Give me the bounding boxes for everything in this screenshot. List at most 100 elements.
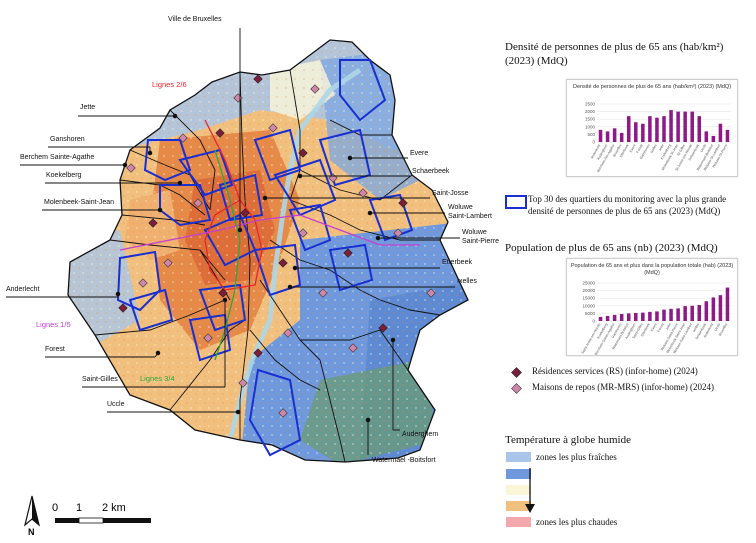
label-schaerbeek: Schaerbeek (412, 168, 450, 175)
metro-lines (119, 119, 420, 361)
density-bar (634, 122, 638, 142)
label-ganshoren: Ganshoren (50, 136, 85, 143)
label-woluwe-saint-pierre: Woluwe Saint-Pierre (462, 229, 499, 245)
population-bar (662, 309, 666, 321)
population-bar (634, 312, 638, 321)
density-xtick: Jette (658, 143, 665, 151)
population-bar (605, 315, 610, 321)
population-ytick: 15000 (582, 296, 595, 301)
population-bar (598, 316, 603, 321)
maisons-de-repos-markers (126, 84, 436, 418)
density-chart-svg: 25002000150010005000AnderlechtAuderghemB… (585, 102, 731, 173)
population-ytick: 0 (592, 319, 595, 324)
population-bar (704, 301, 709, 321)
label-woluwe-saint-lambert: Woluwe Saint-Lambert (448, 204, 492, 220)
population-xtick: Anderlecht (703, 322, 715, 338)
density-bar (704, 131, 709, 142)
label-ville-de-bruxelles: Ville de Bruxelles (168, 16, 222, 23)
top30-legend-label: Top 30 des quartiers du monitoring avec … (528, 194, 727, 216)
density-bar (676, 111, 680, 142)
label-auderghem: Auderghem (402, 431, 439, 438)
population-xtick: Bruxelles (718, 322, 729, 336)
population-chart-svg: 2500020000150001000050000Saint-Josse-ten… (581, 281, 731, 355)
density-bar (725, 129, 730, 142)
density-bar (683, 111, 687, 142)
density-xtick: Evere (629, 143, 637, 153)
scale-tick-2: 2 km (102, 502, 126, 514)
density-xtick: Ixelles (650, 143, 658, 154)
density-bar (662, 116, 666, 142)
label-etterbeek: Etterbeek (442, 259, 472, 266)
label-evere: Evere (410, 150, 429, 157)
density-bar (598, 129, 603, 142)
gradient-arrow-icon (525, 468, 535, 513)
density-ytick: 500 (587, 132, 595, 137)
top30-legend-swatch (505, 195, 527, 209)
population-xtick: Forest (657, 322, 665, 332)
population-xtick: Ganshoren (611, 322, 623, 339)
label-ixelles: Ixelles (457, 278, 477, 285)
population-bar (648, 311, 652, 321)
population-xtick: Uccle (714, 322, 722, 331)
region-boundary (67, 39, 469, 463)
density-bar (626, 116, 631, 142)
label-molenbeek-saint-jean: Molenbeek-Saint-Jean (44, 199, 115, 206)
label-anderlecht: Anderlecht (6, 286, 40, 293)
density-bar (619, 132, 624, 142)
density-chart: Densité de personnes de plus de 65 ans (… (566, 79, 738, 177)
density-chart-title: Densité de personnes de plus de 65 ans (… (572, 84, 732, 90)
population-chart-title: Population de 65 ans et plus dans la pop… (570, 263, 734, 276)
population-bar (641, 312, 645, 321)
label-metro-1-5: Lignes 1/5 (36, 320, 71, 329)
density-ytick: 2000 (585, 109, 596, 114)
label-jette: Jette (80, 104, 96, 111)
density-ytick: 2500 (585, 102, 596, 107)
density-bar (669, 110, 673, 142)
population-bar (725, 287, 730, 321)
label-saint-gilles: Saint-Gilles (82, 376, 118, 383)
scale-bar (55, 517, 151, 524)
density-xtick: St-Gilles (676, 143, 686, 156)
temp-swatch-2 (506, 469, 531, 479)
density-xtick: Uccle (699, 143, 707, 152)
population-xtick: Ixelles (692, 322, 700, 333)
density-xtick: Ganshoren (639, 143, 651, 160)
facilities-legend-icons (511, 367, 522, 394)
density-ytick: 0 (592, 140, 595, 145)
population-chart: Population de 65 ans et plus dans la pop… (566, 258, 738, 356)
population-bar (711, 297, 716, 321)
population-bar (669, 308, 673, 321)
density-bar (641, 123, 645, 142)
label-metro-3-4: Lignes 3/4 (140, 374, 175, 383)
population-bar (690, 305, 694, 321)
population-ytick: 5000 (585, 311, 596, 316)
population-xtick: Evere (650, 322, 658, 332)
temperature-legend-title: Température à globe humide (505, 434, 631, 446)
label-metro-2-6: Lignes 2/6 (152, 80, 187, 89)
label-watermael-boitsfort: Watermael -Boitsfort (372, 457, 436, 464)
population-xtick: Etterbeek (640, 322, 651, 337)
density-bar (690, 111, 694, 142)
population-section-title: Population de plus de 65 ans (nb) (2023)… (505, 242, 718, 254)
density-bar (612, 128, 617, 142)
population-bar (683, 306, 687, 321)
density-section-title: Densité de personnes de plus de 65 ans (… (505, 41, 724, 67)
label-forest: Forest (45, 346, 65, 353)
north-label: N (28, 527, 35, 537)
coolest-label: zones les plus fraîches (536, 452, 617, 462)
population-bar (612, 314, 617, 321)
population-bar (626, 313, 631, 321)
density-ytick: 1500 (585, 117, 596, 122)
population-bar (619, 314, 624, 321)
density-bar (605, 131, 610, 142)
scale-tick-1: 1 (76, 502, 83, 514)
density-xtick: Etterbeek (619, 143, 630, 158)
population-bar (697, 305, 702, 321)
population-bar (676, 308, 680, 321)
population-ytick: 20000 (582, 288, 595, 293)
scale-tick-0: 0 (52, 502, 59, 514)
population-xtick: Jette (665, 322, 672, 330)
population-bar (655, 311, 659, 321)
density-bar (655, 117, 659, 142)
population-bar (718, 295, 723, 321)
